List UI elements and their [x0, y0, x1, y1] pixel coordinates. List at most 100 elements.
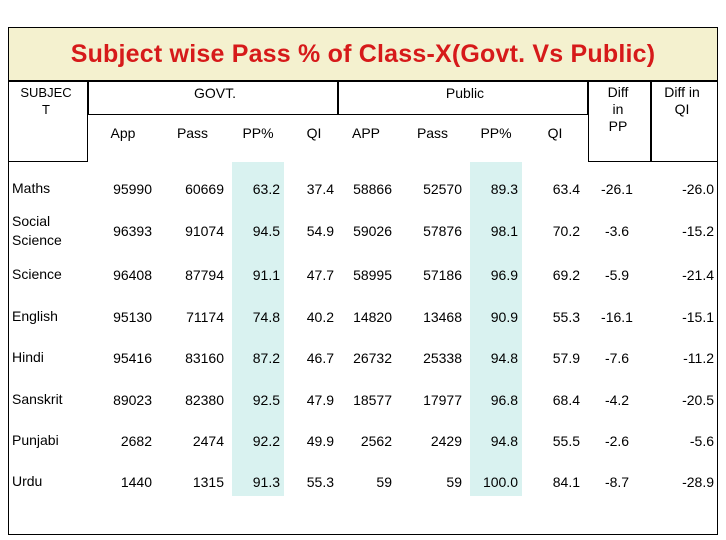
cell-public-pass: 57876 — [423, 222, 462, 239]
cell-public-ql: 63.4 — [552, 180, 580, 197]
cell-govt-pp: 87.2 — [252, 349, 280, 366]
title-band: Subject wise Pass % of Class-X(Govt. Vs … — [8, 27, 718, 81]
header-govt: GOVT. — [193, 85, 236, 101]
table-frame — [8, 27, 718, 535]
cell-public-app: 14820 — [353, 308, 392, 325]
cell-diff-pp: -16.1 — [601, 308, 633, 325]
cell-govt-pass: 71174 — [186, 308, 224, 325]
cell-public-pp: 96.9 — [490, 266, 518, 283]
header-govt-app: App — [110, 125, 136, 141]
header-govt-box — [88, 81, 338, 115]
cell-public-app: 2562 — [360, 432, 392, 449]
cell-public-ql: 84.1 — [552, 473, 580, 490]
table-row: English 95130 71174 74.8 40.2 14820 13468 90.9 5… — [8, 296, 718, 337]
table-row: Maths 95990 60669 63.2 37.4 58866 52570 89.3 63.… — [8, 168, 718, 209]
header-public: Public — [445, 85, 485, 101]
cell-public-ql: 55.3 — [552, 308, 580, 325]
cell-public-pass: 57186 — [423, 266, 462, 283]
cell-govt-app: 95130 — [113, 308, 152, 325]
header-diff-pp: Diff in PP — [607, 84, 629, 134]
header-public-ql: QI — [547, 125, 563, 141]
cell-govt-pass: 82380 — [185, 391, 224, 408]
cell-govt-ql: 54.9 — [306, 222, 334, 239]
header-public-pass: Pass — [416, 125, 449, 141]
table-row: Hindi 95416 83160 87.2 46.7 26732 25338 94.8 57.… — [8, 337, 718, 378]
cell-govt-pp: 92.5 — [252, 391, 280, 408]
govt-pp-column-highlight — [232, 162, 284, 496]
cell-diff-ql: -11.2 — [683, 349, 714, 366]
table-row: Science 96408 87794 91.1 47.7 58995 57186 96.9 6… — [8, 254, 718, 295]
cell-subject: Science — [12, 266, 62, 282]
cell-govt-pp: 94.5 — [252, 222, 280, 239]
cell-public-pp: 94.8 — [490, 432, 518, 449]
cell-govt-pass: 91074 — [185, 222, 224, 239]
cell-public-pass: 13468 — [423, 308, 462, 325]
cell-public-pp: 89.3 — [490, 180, 518, 197]
cell-subject: Urdu — [12, 473, 43, 489]
cell-govt-pp: 92.2 — [252, 432, 280, 449]
cell-public-app: 58866 — [353, 180, 392, 197]
header-diff-ql-box — [651, 81, 718, 162]
cell-public-ql: 55.5 — [552, 432, 580, 449]
cell-public-app: 18577 — [353, 391, 392, 408]
page-title: Subject wise Pass % of Class-X(Govt. Vs … — [70, 39, 656, 68]
cell-subject: Maths — [12, 180, 51, 196]
header-diff-ql: Diff in QI — [664, 84, 700, 117]
cell-public-pp: 100.0 — [482, 473, 518, 490]
cell-diff-ql: -21.4 — [682, 266, 714, 283]
cell-govt-app: 89023 — [113, 391, 152, 408]
cell-public-pp: 90.9 — [490, 308, 518, 325]
cell-diff-pp: -26.1 — [601, 180, 633, 197]
cell-diff-pp: -7.6 — [604, 349, 630, 366]
cell-public-pass: 52570 — [423, 180, 462, 197]
cell-govt-pass: 2474 — [192, 432, 224, 449]
header-subject: SUBJEC T — [20, 85, 72, 117]
cell-public-pp: 98.1 — [490, 222, 518, 239]
cell-public-app: 26732 — [353, 349, 392, 366]
header-public-app: APP — [351, 125, 380, 141]
cell-govt-app: 96408 — [113, 266, 152, 283]
cell-govt-app: 1440 — [120, 473, 152, 490]
cell-public-pp: 94.8 — [490, 349, 518, 366]
cell-public-pass: 2429 — [430, 432, 462, 449]
cell-public-ql: 70.2 — [552, 222, 580, 239]
header-diff-pp-box — [588, 81, 651, 162]
cell-govt-app: 2682 — [120, 432, 152, 449]
cell-diff-pp: -3.6 — [604, 222, 630, 239]
cell-govt-app: 95416 — [113, 349, 152, 366]
cell-public-app: 59026 — [353, 222, 392, 239]
header-public-box — [338, 81, 588, 115]
header-govt-pass: Pass — [176, 125, 209, 141]
cell-diff-ql: -20.5 — [682, 391, 714, 408]
table-row: Social Science 96393 91074 94.5 54.9 59026 578… — [8, 210, 718, 251]
cell-govt-pp: 63.2 — [252, 180, 280, 197]
cell-subject: English — [12, 308, 58, 324]
cell-govt-ql: 37.4 — [306, 180, 334, 197]
cell-govt-pass: 83160 — [185, 349, 224, 366]
cell-subject: Social Science — [12, 212, 62, 248]
cell-public-ql: 68.4 — [552, 391, 580, 408]
cell-govt-pass: 87794 — [185, 266, 224, 283]
table-row: Sanskrit 89023 82380 92.5 47.9 18577 17977 96.8… — [8, 379, 718, 420]
cell-govt-ql: 47.9 — [306, 391, 334, 408]
cell-public-app: 58995 — [353, 266, 392, 283]
cell-diff-pp: -2.6 — [604, 432, 630, 449]
cell-govt-pp: 91.1 — [252, 266, 280, 283]
header-public-pp: PP% — [480, 125, 512, 141]
header-govt-ql: QI — [306, 125, 322, 141]
cell-diff-ql: -15.2 — [682, 222, 714, 239]
cell-diff-pp: -5.9 — [604, 266, 630, 283]
cell-public-pass: 25338 — [423, 349, 462, 366]
cell-govt-pp: 91.3 — [252, 473, 280, 490]
table-row: Urdu 1440 1315 91.3 55.3 59 59 100.0 84.1 -8.7 -28… — [8, 461, 718, 502]
cell-govt-ql: 49.9 — [306, 432, 334, 449]
cell-govt-app: 96393 — [113, 222, 152, 239]
cell-diff-ql: -5.6 — [689, 432, 714, 449]
cell-diff-pp: -8.7 — [604, 473, 630, 490]
cell-govt-ql: 47.7 — [306, 266, 334, 283]
cell-public-pass: 17977 — [423, 391, 462, 408]
cell-diff-ql: -28.9 — [682, 473, 714, 490]
cell-public-app: 59 — [376, 473, 392, 490]
cell-govt-pp: 74.8 — [252, 308, 280, 325]
header-govt-pp: PP% — [242, 125, 274, 141]
